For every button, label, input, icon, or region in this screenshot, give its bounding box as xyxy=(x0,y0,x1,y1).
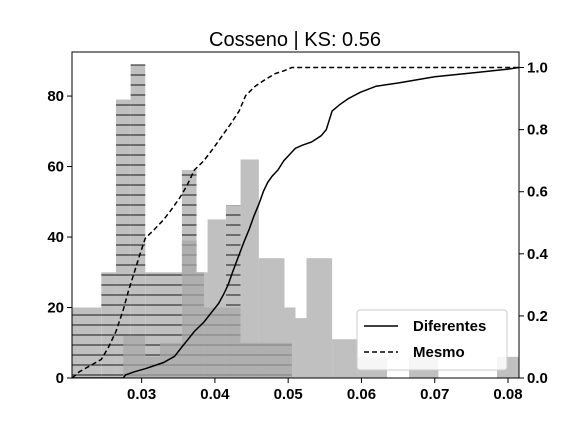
x-tick-label: 0.08 xyxy=(493,386,522,403)
x-tick-label: 0.03 xyxy=(127,386,156,403)
y-left-tick-label: 40 xyxy=(47,229,64,246)
ecdf-line-diferentes xyxy=(72,66,519,378)
y-axis-right: 0.0 0.2 0.4 0.6 0.8 1.0 xyxy=(519,60,549,387)
y-left-tick-label: 80 xyxy=(47,88,64,105)
bar-mesmo-0 xyxy=(72,307,102,378)
y-right-tick-label: 0.0 xyxy=(527,370,548,387)
legend-box xyxy=(356,309,508,371)
ecdf-layer xyxy=(72,66,519,378)
bar-mesmo-1 xyxy=(101,272,116,378)
bar-diferentes-2 xyxy=(159,342,182,378)
y-left-tick-label: 60 xyxy=(47,159,64,176)
plot-frame xyxy=(71,51,520,379)
bar-diferentes-5 xyxy=(207,219,226,378)
bar-diferentes-11 xyxy=(306,258,333,378)
bar-diferentes-0 xyxy=(123,335,146,378)
bar-diferentes-6 xyxy=(225,307,241,378)
bar-diferentes-12 xyxy=(332,339,358,378)
bar-diferentes-8 xyxy=(258,258,285,378)
y-right-tick-label: 0.2 xyxy=(527,308,548,325)
chart-title: Cosseno | KS: 0.56 xyxy=(209,29,381,51)
x-axis: 0.03 0.04 0.05 0.06 0.07 0.08 xyxy=(127,378,523,403)
bar-diferentes-3 xyxy=(181,240,197,378)
y-right-tick-label: 0.8 xyxy=(527,122,548,139)
x-tick-label: 0.06 xyxy=(347,386,376,403)
bar-diferentes-7 xyxy=(240,159,259,378)
legend: Diferentes Mesmo xyxy=(356,309,508,371)
bar-mesmo-3 xyxy=(130,64,146,378)
bar-diferentes-9 xyxy=(284,307,296,378)
y-right-tick-label: 1.0 xyxy=(527,60,548,77)
bar-diferentes-10 xyxy=(295,318,307,378)
y-right-tick-label: 0.4 xyxy=(527,246,549,263)
y-right-tick-label: 0.6 xyxy=(527,184,548,201)
x-tick-label: 0.04 xyxy=(200,386,230,403)
ecdf-line-mesmo xyxy=(72,66,519,378)
y-axis-left: 0 20 40 60 80 xyxy=(47,88,72,387)
bar-diferentes-1 xyxy=(145,356,160,378)
x-tick-label: 0.05 xyxy=(274,386,303,403)
legend-label-mesmo: Mesmo xyxy=(413,344,465,361)
y-left-tick-label: 20 xyxy=(47,300,64,317)
x-tick-label: 0.07 xyxy=(420,386,449,403)
bar-diferentes-4 xyxy=(196,272,208,378)
legend-label-diferentes: Diferentes xyxy=(413,318,486,335)
y-left-tick-label: 0 xyxy=(56,370,64,387)
bar-mesmo-2 xyxy=(115,99,131,378)
